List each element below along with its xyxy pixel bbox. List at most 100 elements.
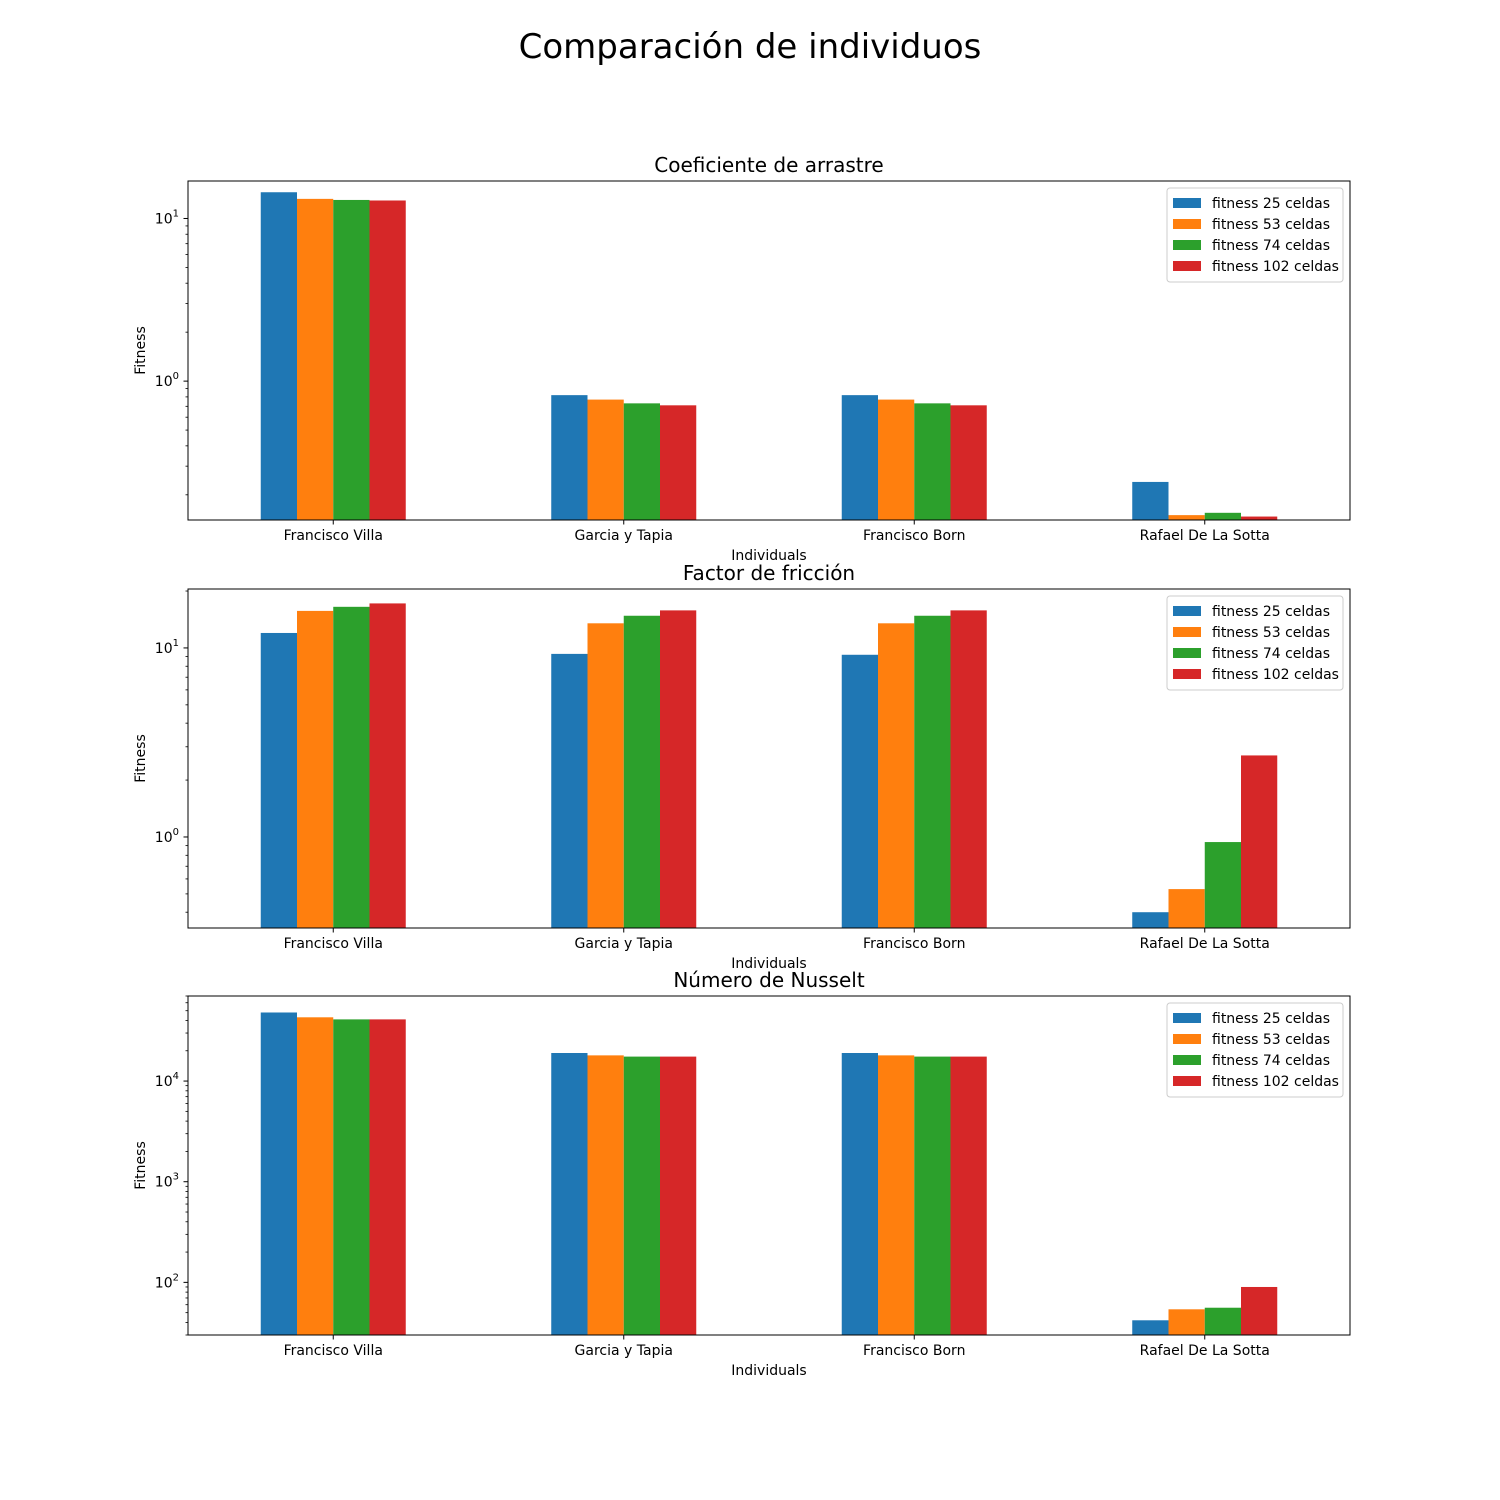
bar (1204, 1307, 1241, 1335)
x-tick-label: Francisco Villa (284, 936, 383, 952)
legend-label: fitness 102 celdas (1212, 667, 1339, 683)
bar (297, 1017, 334, 1335)
bar (914, 615, 951, 928)
bar (660, 405, 697, 520)
bar (660, 1056, 697, 1335)
legend: fitness 25 celdas fitness 53 celdas fitnes… (1166, 187, 1344, 283)
chart-panel: 102 103 104 Francisco Villa Garcia y Tapia Fr… (133, 968, 1351, 1379)
bar (1168, 515, 1205, 520)
x-axis-label: Individuals (731, 1363, 806, 1379)
x-tick-label: Rafael De La Sotta (1140, 528, 1270, 544)
bar (623, 403, 660, 520)
y-axis-label: Fitness (133, 326, 149, 375)
bar (623, 615, 660, 928)
bar (260, 632, 297, 928)
x-axis-label: Individuals (731, 956, 806, 972)
bar (950, 610, 987, 928)
x-axis-label: Individuals (731, 548, 806, 564)
bar (587, 399, 624, 520)
chart-title: Factor de fricción (683, 561, 855, 585)
legend-swatch (1173, 627, 1201, 637)
y-tick-label: 100 (155, 827, 179, 846)
y-axis-label: Fitness (133, 1141, 149, 1190)
y-tick-label: 104 (155, 1071, 179, 1090)
bar (1132, 481, 1169, 520)
bar (587, 623, 624, 928)
legend-swatch (1173, 1076, 1201, 1086)
bar (333, 606, 370, 928)
x-tick-label: Rafael De La Sotta (1140, 1343, 1270, 1359)
x-tick-label: Francisco Born (863, 1343, 965, 1359)
x-tick-label: Garcia y Tapia (575, 528, 673, 544)
y-tick-label: 100 (155, 371, 179, 390)
legend-swatch (1173, 1055, 1201, 1065)
legend-label: fitness 102 celdas (1212, 259, 1339, 275)
bar (1132, 912, 1169, 928)
bar (1241, 516, 1278, 520)
chart-panel: 100 101 Francisco Villa Garcia y Tapia Franc… (133, 153, 1351, 564)
legend-label: fitness 25 celdas (1212, 196, 1330, 212)
legend-label: fitness 74 celdas (1212, 646, 1330, 662)
legend-box (1166, 187, 1344, 283)
bar (551, 653, 588, 928)
x-tick-label: Francisco Born (863, 528, 965, 544)
legend-label: fitness 74 celdas (1212, 238, 1330, 254)
legend-box (1166, 1002, 1344, 1098)
bar (878, 1055, 915, 1335)
legend-label: fitness 53 celdas (1212, 625, 1330, 641)
bar (950, 405, 987, 520)
axes-frame (187, 180, 1351, 521)
bar (333, 1019, 370, 1335)
legend-label: fitness 25 celdas (1212, 604, 1330, 620)
legend: fitness 25 celdas fitness 53 celdas fitnes… (1166, 595, 1344, 691)
bar (369, 200, 406, 521)
bar (1204, 842, 1241, 928)
bar (1132, 1320, 1169, 1335)
bar (260, 192, 297, 521)
x-tick-label: Rafael De La Sotta (1140, 936, 1270, 952)
x-tick-label: Francisco Villa (284, 528, 383, 544)
legend: fitness 25 celdas fitness 53 celdas fitnes… (1166, 1002, 1344, 1098)
bar (841, 1053, 878, 1335)
legend-label: fitness 74 celdas (1212, 1053, 1330, 1069)
bar (914, 403, 951, 520)
axes-frame (187, 995, 1351, 1336)
bar (914, 1056, 951, 1335)
legend-swatch (1173, 1034, 1201, 1044)
legend-swatch (1173, 669, 1201, 679)
bar (878, 399, 915, 520)
bar (1168, 1309, 1205, 1335)
bar (1241, 755, 1278, 928)
chart-title: Número de Nusselt (673, 968, 864, 992)
legend-label: fitness 25 celdas (1212, 1011, 1330, 1027)
bar (660, 610, 697, 928)
y-tick-label: 102 (155, 1272, 179, 1291)
bar (369, 1019, 406, 1335)
bar (587, 1055, 624, 1335)
x-tick-label: Francisco Villa (284, 1343, 383, 1359)
legend-swatch (1173, 198, 1201, 208)
bar (333, 199, 370, 520)
y-tick-label: 103 (155, 1172, 179, 1191)
legend-swatch (1173, 261, 1201, 271)
legend-swatch (1173, 1013, 1201, 1023)
legend-swatch (1173, 648, 1201, 658)
x-tick-label: Garcia y Tapia (575, 1343, 673, 1359)
bar (551, 1053, 588, 1335)
y-tick-label: 101 (155, 638, 179, 657)
chart-title: Coeficiente de arrastre (654, 153, 883, 177)
chart-panel: 100 101 Francisco Villa Garcia y Tapia Franc… (133, 561, 1351, 972)
legend-label: fitness 102 celdas (1212, 1074, 1339, 1090)
y-axis-label: Fitness (133, 734, 149, 783)
x-tick-label: Garcia y Tapia (575, 936, 673, 952)
bar (841, 654, 878, 928)
bar (1241, 1286, 1278, 1335)
x-tick-label: Francisco Born (863, 936, 965, 952)
legend-label: fitness 53 celdas (1212, 217, 1330, 233)
figure-title: Comparación de individuos (519, 27, 982, 67)
bar (297, 198, 334, 520)
legend-box (1166, 595, 1344, 691)
bar (369, 603, 406, 928)
bar (1168, 889, 1205, 928)
